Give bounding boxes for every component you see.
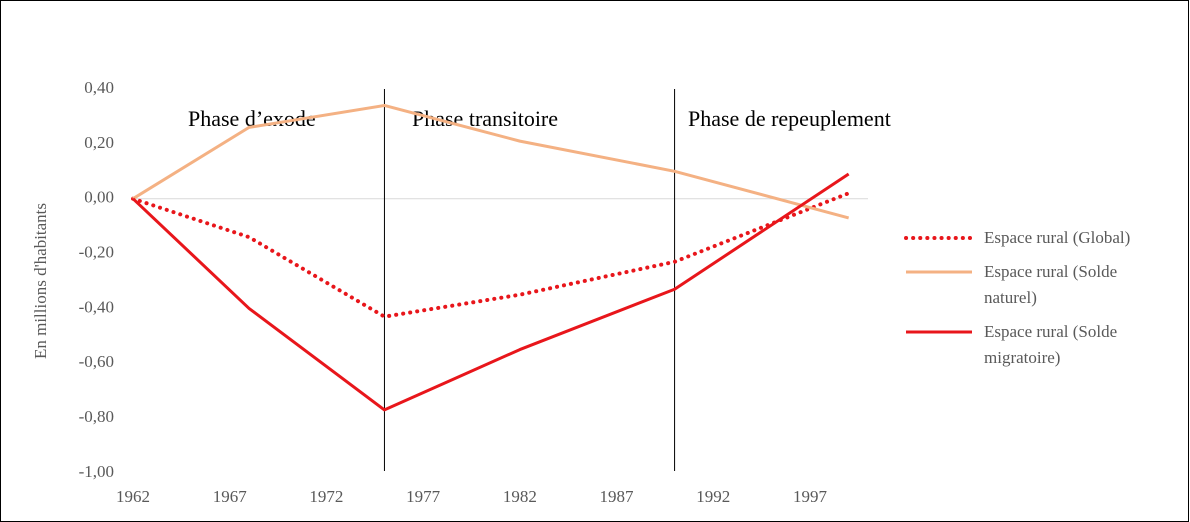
series-line (132, 103, 850, 220)
series-line (131, 172, 850, 412)
legend: Espace rural (Global) Espace rural (Solde… (904, 225, 1164, 379)
y-tick-label: -0,20 (79, 242, 114, 261)
series-line (131, 191, 851, 319)
y-tick-label: -0,60 (79, 352, 114, 371)
legend-item: Espace rural (Solde naturel) (904, 259, 1164, 311)
y-tick-label: 0,20 (84, 133, 114, 152)
x-tick-label: 1987 (600, 487, 635, 506)
y-tick-label: -0,80 (79, 407, 114, 426)
legend-swatch (906, 330, 972, 334)
legend-item: Espace rural (Global) (904, 225, 1164, 251)
x-tick-label: 1962 (116, 487, 150, 506)
y-tick-label: 0,40 (84, 78, 114, 97)
x-tick-label: 1967 (213, 487, 248, 506)
legend-swatch (904, 236, 974, 240)
y-axis-label: En millions d'habitants (31, 203, 50, 359)
y-tick-label: -0,40 (79, 297, 114, 316)
x-tick-label: 1972 (309, 487, 343, 506)
legend-label: Espace rural (Solde migratoire) (984, 322, 1118, 367)
legend-label: Espace rural (Global) (984, 228, 1131, 247)
x-tick-label: 1992 (696, 487, 730, 506)
y-tick-label: 0,00 (84, 188, 114, 207)
legend-item: Espace rural (Solde migratoire) (904, 319, 1164, 371)
legend-label: Espace rural (Solde naturel) (984, 262, 1118, 307)
legend-swatch (906, 270, 972, 274)
y-tick-label: -1,00 (79, 462, 114, 481)
x-tick-label: 1997 (793, 487, 828, 506)
x-tick-label: 1982 (503, 487, 537, 506)
annotation: Phase de repeuplement (688, 106, 891, 131)
x-tick-label: 1977 (406, 487, 441, 506)
